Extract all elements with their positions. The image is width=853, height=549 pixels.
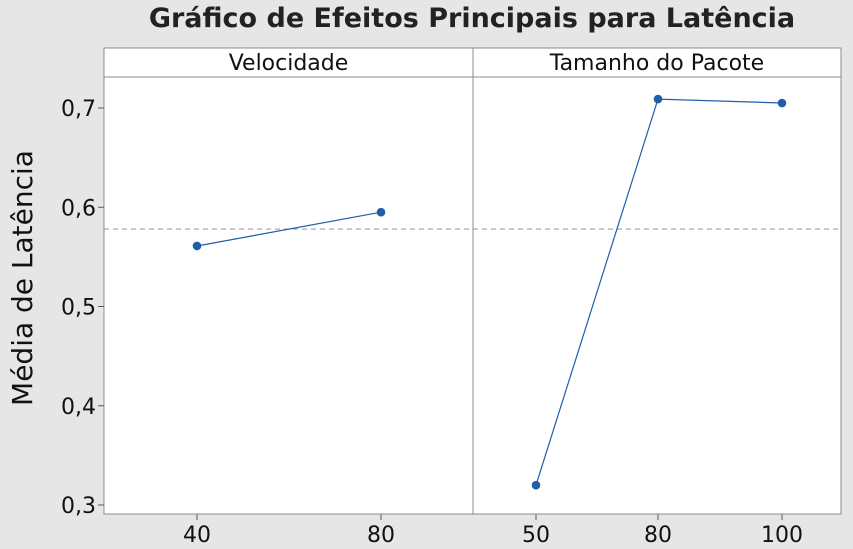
data-point (531, 480, 541, 490)
data-point (192, 241, 202, 251)
x-tick-label: 80 (367, 523, 395, 548)
x-tick-label: 50 (522, 523, 550, 548)
series-line (196, 211, 382, 247)
plot-area: Velocidade 40 80 Tamanho do Pacote 50 80 100 0,… (61, 47, 842, 548)
data-point (376, 207, 386, 217)
data-point (777, 98, 787, 108)
y-tick-label: 0,6 (61, 196, 96, 221)
y-tick-label: 0,4 (61, 395, 96, 420)
data-point (653, 94, 663, 104)
y-tick-label: 0,7 (61, 97, 96, 122)
x-tick-label: 40 (183, 523, 211, 548)
panel-label: Tamanho do Pacote (549, 51, 764, 76)
y-tick-label: 0,3 (61, 494, 96, 519)
y-tick-label: 0,5 (61, 296, 96, 321)
y-axis-label: Média de Latência (6, 150, 39, 406)
x-tick-label: 80 (644, 523, 672, 548)
plot-frame (103, 47, 842, 515)
panel-label: Velocidade (229, 51, 349, 76)
x-tick-label: 100 (761, 523, 803, 548)
chart-title: Gráfico de Efeitos Principais para Latên… (149, 3, 795, 34)
